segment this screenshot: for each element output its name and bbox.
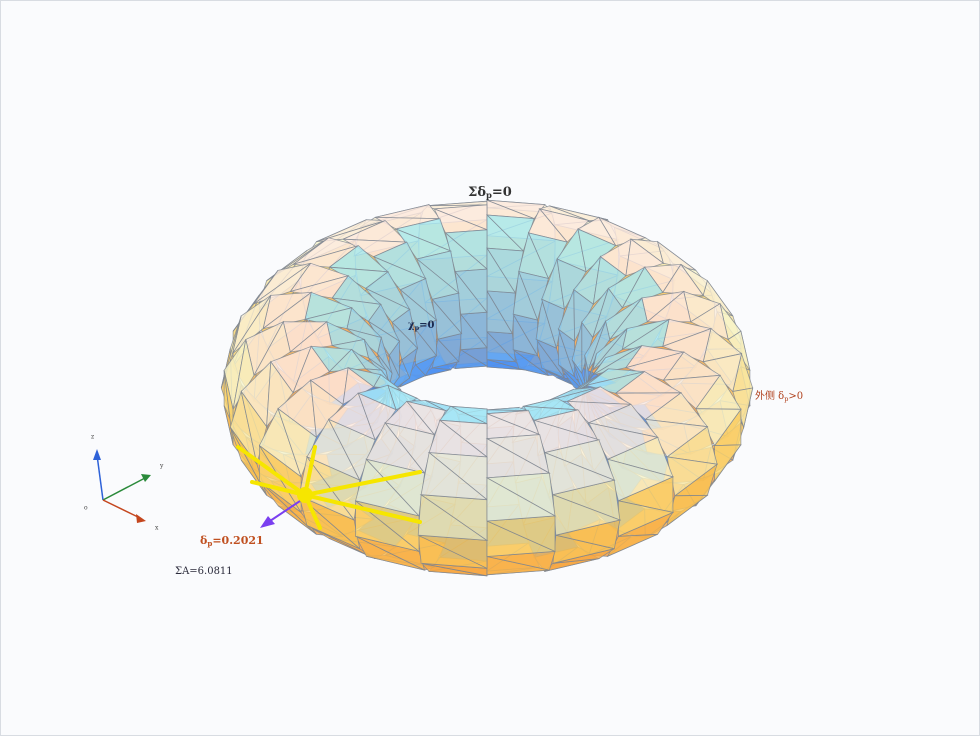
subscript: p bbox=[415, 324, 420, 332]
mesh-face bbox=[454, 268, 488, 314]
axis-label: o bbox=[84, 505, 88, 512]
title: Σδp=0 bbox=[468, 185, 512, 200]
torus-mesh bbox=[220, 199, 754, 577]
text-part: =0.2021 bbox=[212, 534, 263, 547]
highlight-point bbox=[236, 445, 422, 530]
normal-vector bbox=[269, 500, 301, 522]
axis-triad bbox=[93, 449, 151, 523]
arrow-head bbox=[93, 449, 101, 460]
z-axis bbox=[96, 454, 104, 501]
subscript: p bbox=[486, 190, 492, 200]
axis-label: y bbox=[159, 463, 164, 470]
arrow-head bbox=[141, 474, 151, 482]
text-part: χ bbox=[408, 320, 415, 331]
text-part: δ bbox=[200, 534, 207, 547]
axis-label: x bbox=[155, 525, 159, 532]
text-part: =0 bbox=[419, 320, 434, 331]
y-axis bbox=[102, 477, 146, 501]
outer-label: 外侧 δp>0 bbox=[755, 389, 803, 404]
text-part: 外侧 δ bbox=[755, 389, 784, 402]
mesh-face bbox=[420, 451, 489, 501]
edge bbox=[250, 480, 307, 497]
x-axis bbox=[102, 499, 141, 519]
text-part: =0 bbox=[492, 185, 512, 200]
edge bbox=[303, 470, 422, 497]
edge bbox=[303, 445, 317, 497]
area-label: ΣA=6.0811 bbox=[175, 566, 233, 577]
inner-label: χp=0 bbox=[408, 320, 435, 333]
text-part: ΣA=6.0811 bbox=[175, 566, 233, 577]
vertex bbox=[297, 487, 313, 503]
arrow-head bbox=[136, 514, 146, 523]
edge bbox=[236, 445, 307, 497]
text-part: >0 bbox=[788, 391, 803, 402]
text-part: Σδ bbox=[468, 185, 486, 200]
mesh-face bbox=[486, 477, 557, 522]
subscript: p bbox=[784, 395, 788, 403]
axis-label: z bbox=[91, 434, 94, 441]
point-label: δp=0.2021 bbox=[200, 534, 264, 548]
edge bbox=[303, 493, 422, 524]
subscript: p bbox=[207, 539, 212, 548]
arrow-head bbox=[260, 516, 275, 528]
